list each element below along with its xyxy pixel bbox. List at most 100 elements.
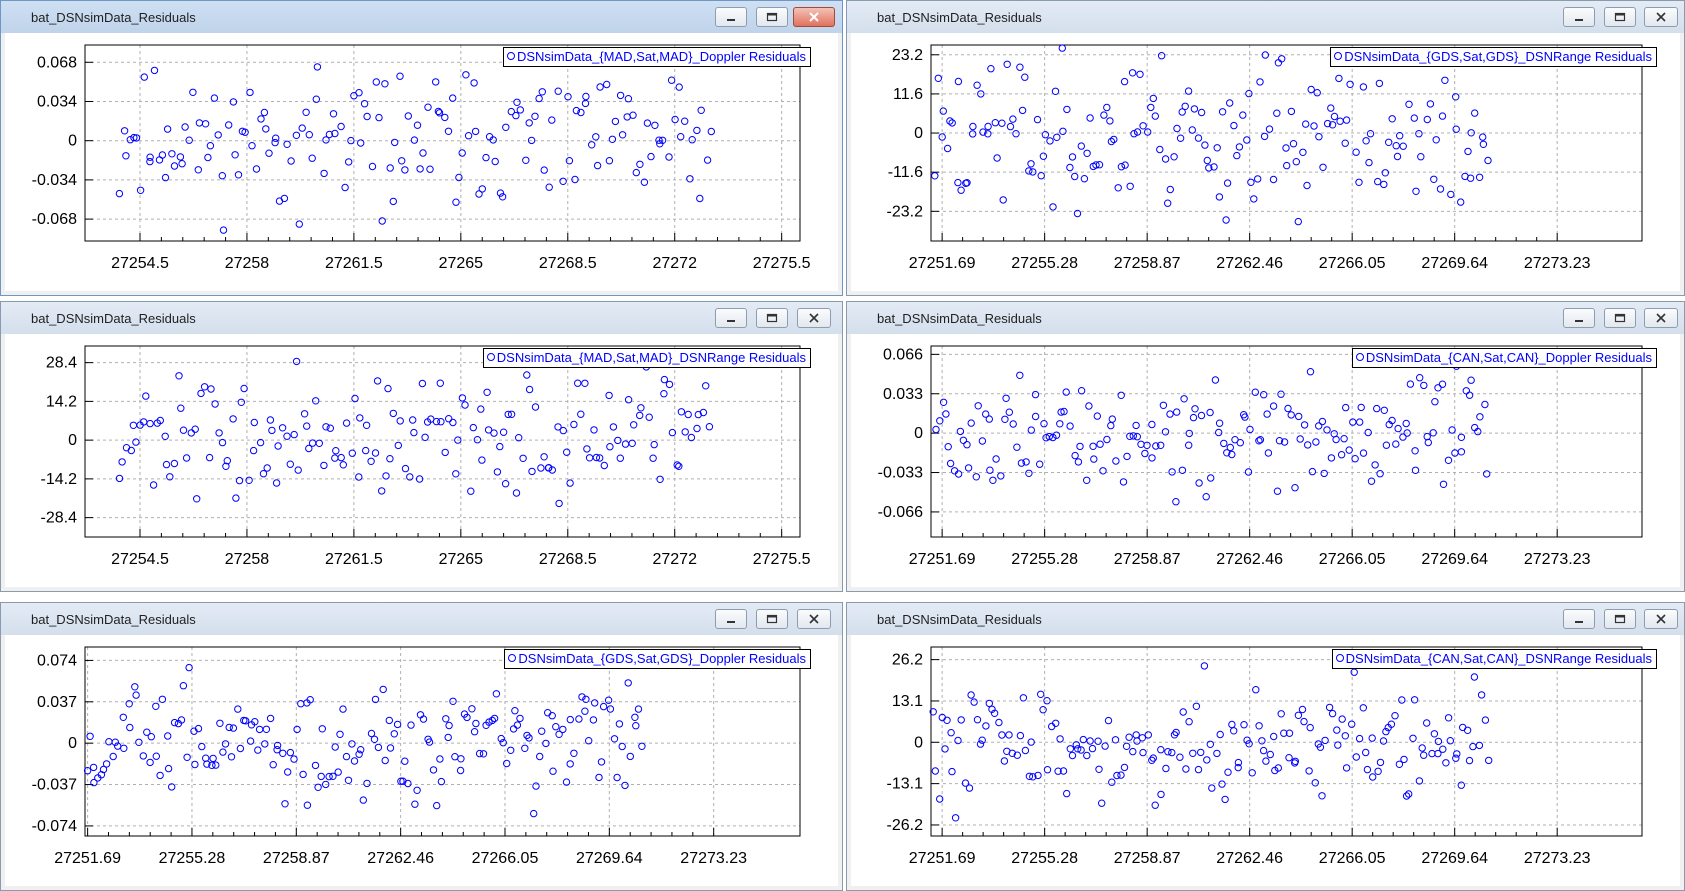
maximize-button[interactable] (756, 7, 788, 27)
close-button[interactable] (797, 609, 831, 629)
minimize-button[interactable] (715, 609, 747, 629)
data-point (1453, 750, 1461, 758)
data-point (375, 113, 383, 122)
data-point (1409, 734, 1417, 743)
title-bar[interactable]: bat_DSNsimData_Residuals (847, 603, 1684, 635)
data-point (1426, 100, 1435, 108)
data-point (470, 728, 479, 736)
plot-area[interactable]: 27251.69 27255.28 27258.87 27262.46 27266.05… (851, 33, 1680, 291)
residuals-window-can-range[interactable]: bat_DSNsimData_Residuals 27251.69 27255.2… (846, 602, 1685, 891)
minimize-button[interactable] (1563, 609, 1595, 629)
data-point (191, 425, 199, 433)
y-tick-label: 0 (914, 734, 923, 751)
data-point (954, 736, 962, 745)
data-point (1467, 129, 1475, 137)
data-point (177, 716, 186, 724)
maximize-button[interactable] (756, 609, 788, 629)
data-point (600, 461, 608, 470)
data-point (651, 121, 659, 130)
title-bar[interactable]: bat_DSNsimData_Residuals (847, 302, 1684, 334)
data-point (990, 709, 999, 718)
y-tick-label: -0.033 (878, 465, 923, 482)
plot-area[interactable]: 27251.69 27255.28 27258.87 27262.46 27266.05… (851, 334, 1680, 587)
data-point (1385, 138, 1393, 147)
legend-label: DSNsimData_{CAN,Sat,CAN}_DSNRange Residu… (1345, 651, 1652, 666)
data-point (699, 408, 708, 417)
data-point (1197, 108, 1206, 117)
maximize-button[interactable] (1604, 308, 1636, 328)
data-point (478, 456, 486, 464)
data-point (583, 445, 591, 453)
data-point (225, 121, 233, 129)
title-bar[interactable]: bat_DSNsimData_Residuals (1, 302, 842, 334)
data-point (1036, 460, 1044, 468)
minimize-button[interactable] (1563, 7, 1595, 27)
data-point (1300, 421, 1309, 429)
maximize-button[interactable] (756, 308, 788, 328)
maximize-button[interactable] (1604, 609, 1636, 629)
data-point (1420, 381, 1428, 390)
data-point (1396, 132, 1404, 140)
residuals-window-gds-doppler[interactable]: bat_DSNsimData_Residuals 27251.69 27255.2… (0, 602, 843, 891)
data-point (306, 695, 314, 704)
data-point (1255, 722, 1263, 730)
data-point (411, 800, 419, 808)
data-point (419, 149, 427, 157)
plot-area[interactable]: 27251.69 27255.28 27258.87 27262.46 27266.05… (5, 635, 838, 886)
data-point (1108, 415, 1116, 423)
maximize-button[interactable] (1604, 7, 1636, 27)
minimize-icon (1575, 19, 1583, 21)
plot-area[interactable]: 27251.69 27255.28 27258.87 27262.46 27266.05… (851, 635, 1680, 886)
data-point (606, 443, 614, 451)
data-point (954, 470, 963, 478)
close-button[interactable] (797, 308, 831, 328)
close-button[interactable] (1644, 7, 1678, 27)
data-point (1245, 740, 1253, 748)
data-point (308, 439, 317, 447)
residuals-window-gds-range[interactable]: bat_DSNsimData_Residuals 27251.69 27255.2… (846, 0, 1685, 296)
close-button[interactable] (1644, 308, 1678, 328)
residuals-window-mad-range[interactable]: bat_DSNsimData_Residuals 27254.5 27258 272… (0, 301, 843, 592)
data-point (407, 721, 415, 729)
data-point (1287, 411, 1295, 419)
data-point (218, 438, 227, 447)
data-point (1300, 717, 1308, 726)
title-bar[interactable]: bat_DSNsimData_Residuals (1, 603, 842, 635)
data-point (969, 130, 977, 138)
data-point (362, 446, 370, 455)
title-bar[interactable]: bat_DSNsimData_Residuals (1, 1, 842, 33)
data-point (223, 457, 232, 465)
data-point (684, 410, 692, 419)
residuals-window-mad-doppler[interactable]: bat_DSNsimData_Residuals 27254.5 27258 272… (0, 0, 843, 296)
data-point (197, 389, 205, 398)
data-point (1312, 438, 1320, 446)
data-point (471, 127, 480, 136)
plot-legend: DSNsimData_{GDS,Sat,GDS}_DSNRange Residu… (1330, 47, 1657, 67)
close-icon (809, 12, 819, 22)
minimize-button[interactable] (1563, 308, 1595, 328)
plot-area[interactable]: 27254.5 27258 27261.5 27265 27268.5 27272 2727… (5, 33, 838, 291)
data-point (1294, 217, 1302, 226)
data-point (345, 158, 353, 166)
minimize-button[interactable] (715, 308, 747, 328)
data-point (1303, 181, 1311, 190)
data-point (379, 685, 387, 694)
data-point (521, 744, 529, 753)
data-point (146, 419, 154, 428)
title-bar[interactable]: bat_DSNsimData_Residuals (847, 1, 1684, 33)
residuals-window-can-doppler[interactable]: bat_DSNsimData_Residuals 27251.69 27255.2… (846, 301, 1685, 592)
data-point (973, 716, 982, 724)
minimize-button[interactable] (715, 7, 747, 27)
data-point (261, 740, 269, 748)
data-point (1350, 668, 1358, 676)
data-point (342, 419, 351, 427)
close-button[interactable] (793, 7, 835, 27)
data-point (1190, 105, 1199, 113)
plot-area[interactable]: 27254.5 27258 27261.5 27265 27268.5 27272 2727… (5, 334, 838, 587)
data-point (1188, 126, 1196, 134)
data-point (129, 421, 138, 430)
close-button[interactable] (1644, 609, 1678, 629)
data-point (1429, 429, 1437, 437)
data-point (605, 157, 614, 165)
data-point (1083, 751, 1091, 760)
